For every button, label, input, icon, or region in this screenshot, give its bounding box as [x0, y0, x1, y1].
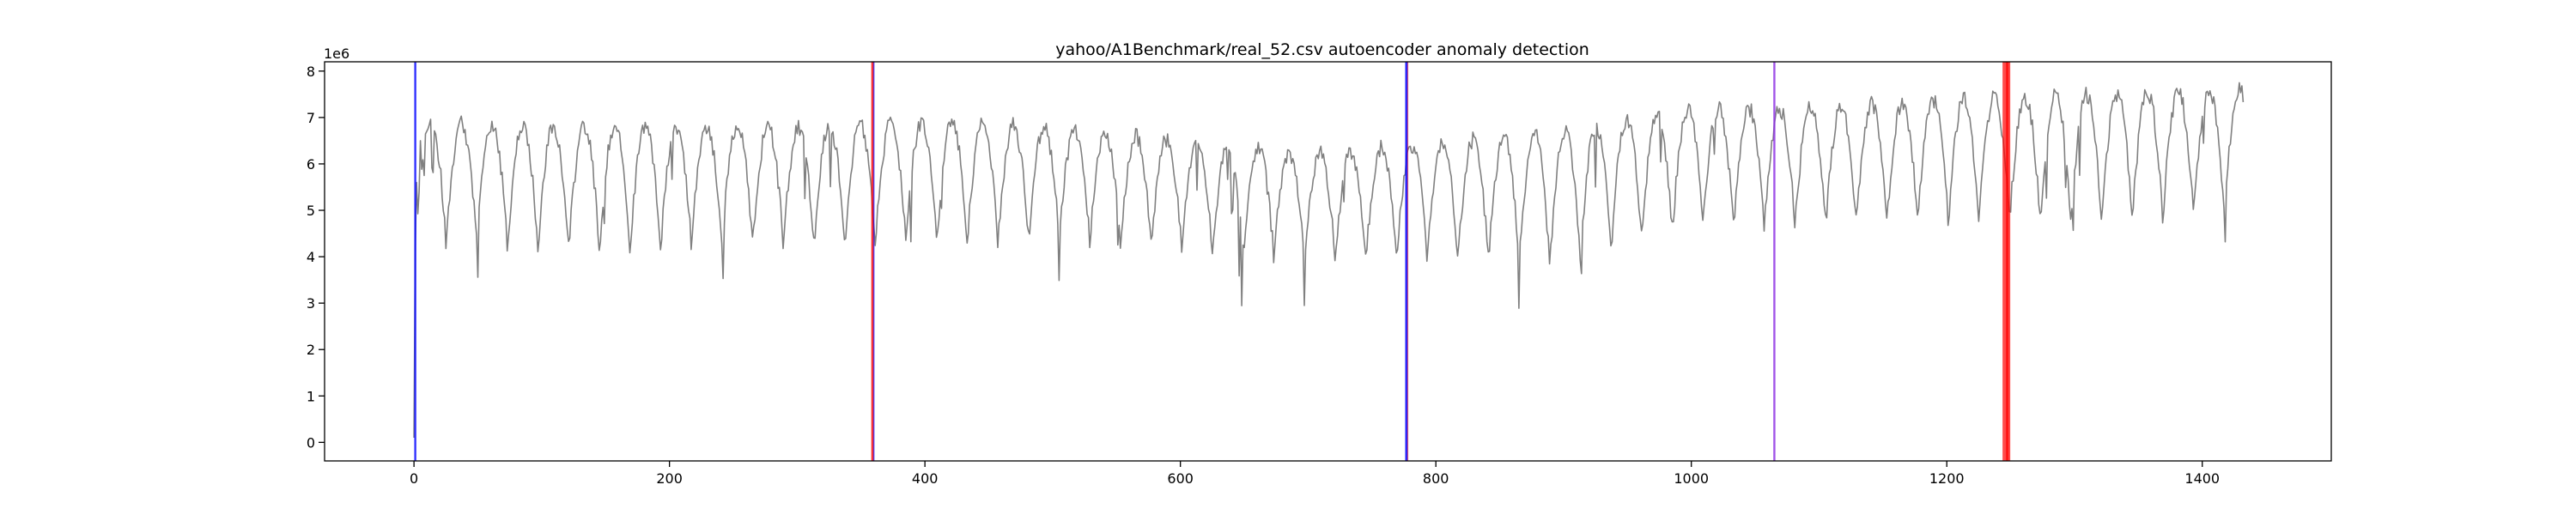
x-tick-label: 200	[656, 470, 683, 487]
x-tick-label: 1400	[2184, 470, 2220, 487]
series-line	[413, 82, 2245, 439]
y-tick-label: 5	[307, 203, 315, 219]
y-tick-label: 2	[307, 342, 315, 358]
x-tick-label: 1200	[1929, 470, 1965, 487]
y-tick-label: 3	[307, 295, 315, 312]
y-tick-label: 1	[307, 388, 315, 404]
x-tick-label: 600	[1167, 470, 1194, 487]
x-tick-label: 1000	[1674, 470, 1709, 487]
x-tick-label: 0	[410, 470, 418, 487]
x-tick-label: 400	[912, 470, 939, 487]
axes-frame	[324, 61, 2332, 462]
y-tick-label: 8	[307, 64, 315, 80]
y-tick-label: 0	[307, 434, 315, 451]
y-tick-label: 7	[307, 110, 315, 126]
chart-title: yahoo/A1Benchmark/real_52.csv autoencode…	[1055, 40, 1589, 59]
y-offset-label: 1e6	[324, 45, 349, 62]
y-tick-label: 4	[307, 249, 315, 265]
x-tick-label: 800	[1423, 470, 1449, 487]
axes: 0 200 400 600 800 1000 1200 1400 0 1 2 3 4 5 6 7 8	[307, 61, 2332, 487]
plot-area	[413, 62, 2245, 461]
y-tick-label: 6	[307, 156, 315, 173]
